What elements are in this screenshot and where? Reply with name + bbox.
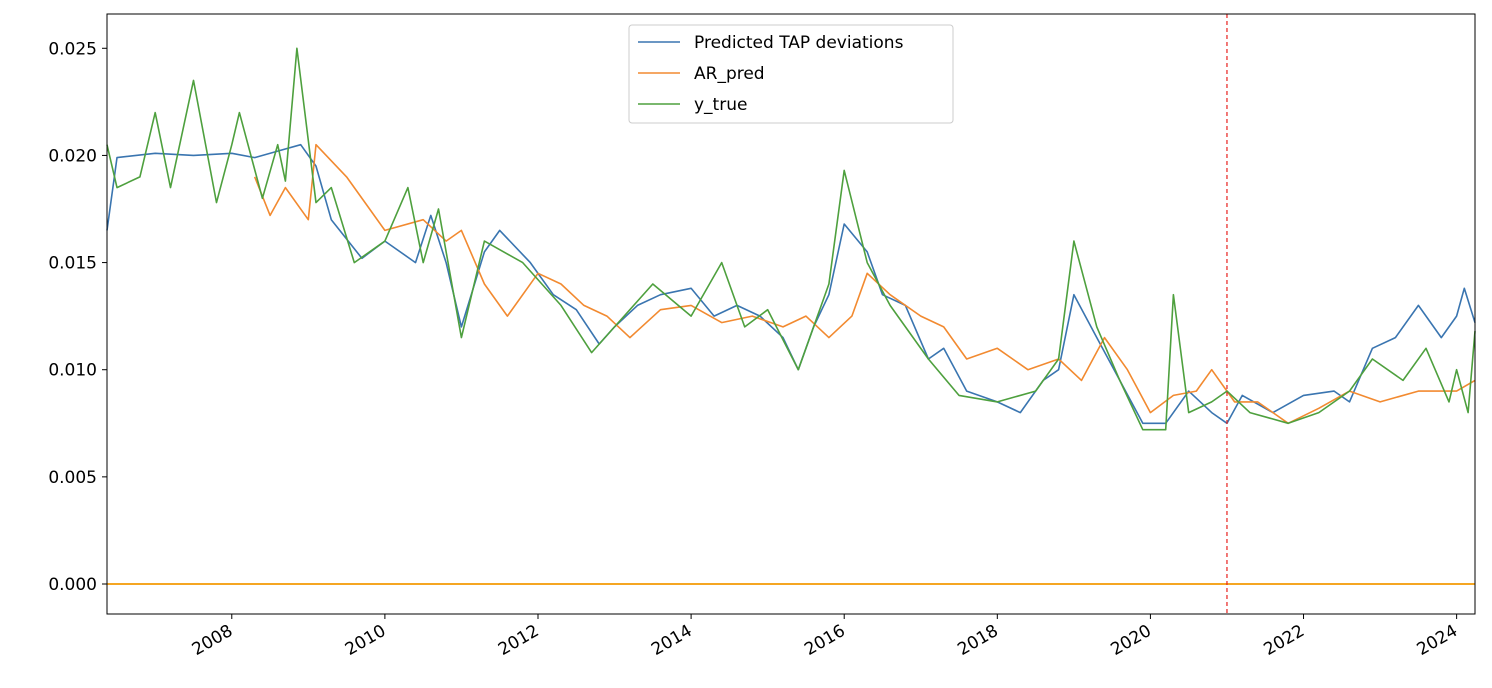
x-tick-label: 2014 xyxy=(648,621,695,660)
series-line-ar-pred xyxy=(253,143,1476,425)
y-tick-label: 0.020 xyxy=(48,146,97,166)
legend-box xyxy=(628,24,954,124)
legend: Predicted TAP deviations AR_pred y_true xyxy=(628,24,954,124)
legend-label: y_true xyxy=(694,95,747,115)
y-tick-label: 0.010 xyxy=(48,361,97,381)
series-line-y-true xyxy=(106,47,1476,431)
plot-frame xyxy=(106,13,1476,615)
x-tick-label: 2012 xyxy=(495,621,542,660)
y-tick-label: 0.000 xyxy=(48,575,97,595)
x-tick-label: 2020 xyxy=(1107,621,1154,660)
x-tick-label: 2022 xyxy=(1261,621,1308,660)
y-tick-label: 0.015 xyxy=(48,254,97,274)
y-tick-label: 0.005 xyxy=(48,468,97,488)
x-tick-label: 2018 xyxy=(954,621,1001,660)
legend-label: Predicted TAP deviations xyxy=(694,33,904,53)
x-tick-label: 2008 xyxy=(189,621,236,660)
x-tick-label: 2016 xyxy=(801,621,848,660)
x-tick-label: 2024 xyxy=(1414,621,1461,660)
legend-label: AR_pred xyxy=(694,64,765,84)
y-tick-label: 0.025 xyxy=(48,39,97,59)
x-tick-label: 2010 xyxy=(342,621,389,660)
